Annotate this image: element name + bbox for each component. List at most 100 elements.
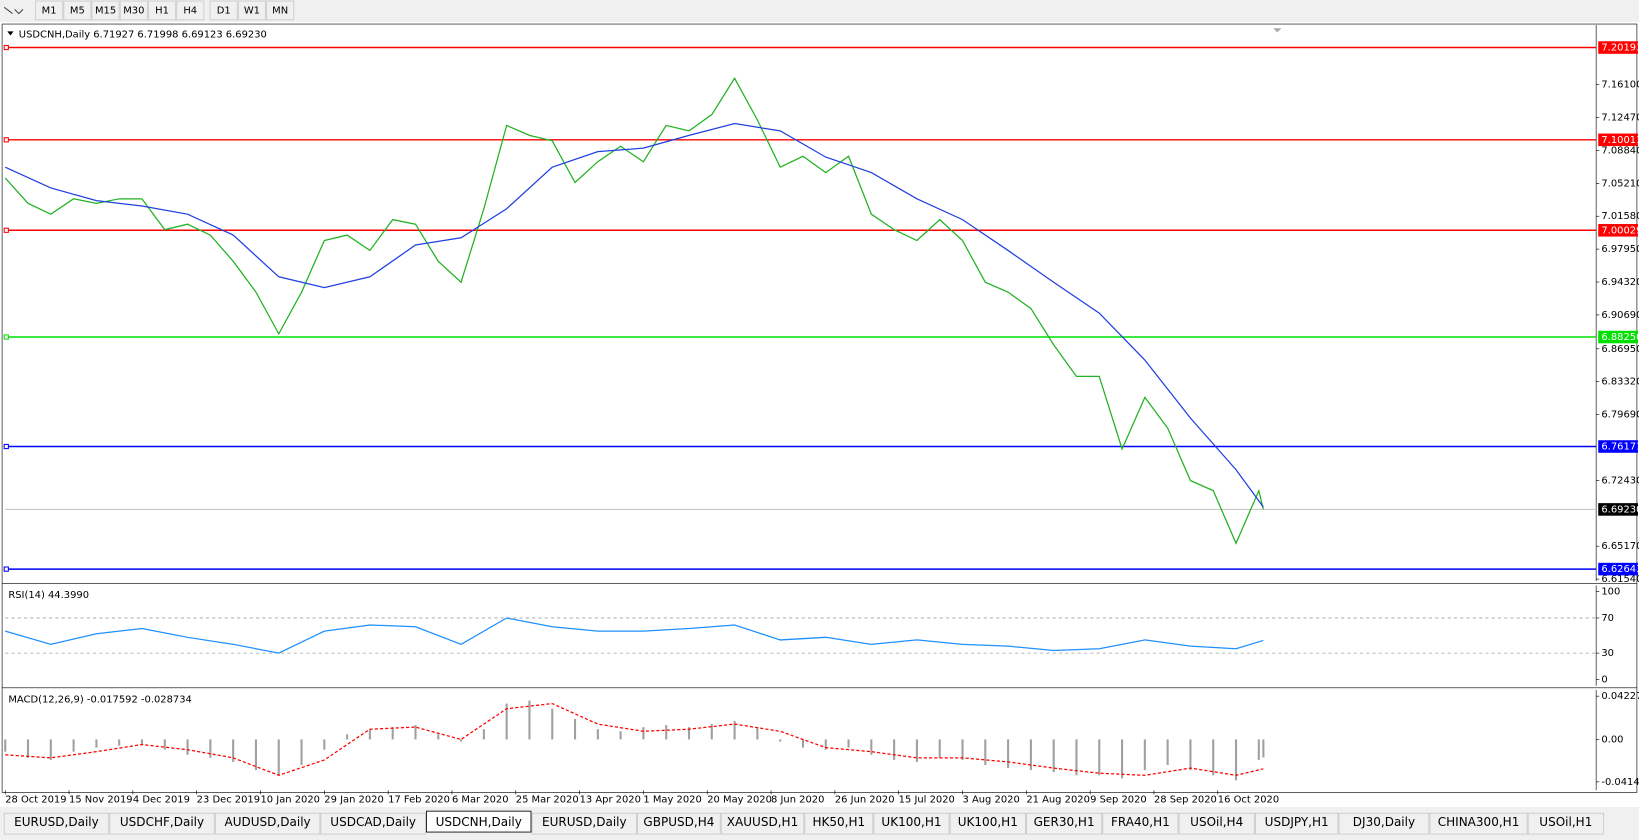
tab[interactable]: [949, 812, 1026, 835]
x-tick-label: 28 Sep 2020: [1154, 795, 1217, 806]
tab[interactable]: [804, 812, 874, 835]
x-tick-label: 15 Nov 2019: [69, 795, 133, 806]
level-price-box: [1598, 562, 1638, 576]
x-tick-label: 4 Dec 2019: [133, 795, 190, 806]
macd-bar: [961, 739, 964, 760]
level-price-box: [1598, 41, 1638, 54]
y-tick-label: 100: [1601, 587, 1620, 598]
tab-label[interactable]: EURUSD,Daily: [542, 815, 627, 829]
tab-label[interactable]: XAUUSD,H1: [727, 815, 798, 829]
timeframe-button[interactable]: [147, 0, 177, 21]
tab-label[interactable]: USDJPY,H1: [1265, 815, 1329, 829]
macd-bar: [505, 703, 508, 740]
y-tick-label: 30: [1601, 648, 1614, 659]
macd-bar: [49, 739, 52, 760]
y-tick-label: 6.79690: [1601, 410, 1639, 421]
tab[interactable]: [109, 812, 215, 835]
macd-bar: [1189, 739, 1192, 771]
tab[interactable]: [1429, 812, 1528, 835]
tab[interactable]: [720, 812, 805, 835]
tab[interactable]: [1254, 812, 1339, 835]
macd-bar: [893, 739, 896, 760]
timeframe-button[interactable]: [35, 0, 64, 21]
y-tick-label: 6.90690: [1601, 310, 1639, 321]
tab-label[interactable]: UK100,H1: [881, 815, 941, 829]
tab-label[interactable]: GBPUSD,H4: [643, 815, 714, 829]
timeframe-button[interactable]: [209, 0, 238, 21]
y-tick-label: 6.61540: [1601, 574, 1639, 585]
y-tick-label: 0.00: [1601, 734, 1623, 745]
macd-bar: [687, 727, 691, 740]
timeframe-button[interactable]: [119, 0, 148, 21]
x-tick-label: 16 Oct 2020: [1218, 795, 1279, 806]
tab[interactable]: [320, 812, 426, 835]
timeframe-label[interactable]: H4: [183, 5, 197, 16]
price-line: [4, 77, 1264, 545]
timeframe-label[interactable]: M1: [42, 5, 57, 16]
macd-bar: [300, 739, 303, 766]
macd-bar: [847, 739, 850, 748]
timeframe-label[interactable]: H1: [155, 5, 169, 16]
tab[interactable]: [1102, 812, 1179, 835]
tab[interactable]: [637, 812, 721, 835]
tab[interactable]: [1178, 812, 1255, 835]
timeframe-label[interactable]: MN: [272, 5, 288, 16]
tab[interactable]: [1026, 812, 1103, 835]
timeframe-button[interactable]: [237, 0, 267, 21]
macd-bar: [437, 734, 440, 740]
panel-header: MACD(12,26,9) -0.017592 -0.028734: [8, 694, 192, 705]
level-price-label: 7.00029: [1601, 225, 1639, 236]
x-tick-label: 28 Oct 2019: [5, 795, 66, 806]
tab[interactable]: [531, 812, 637, 835]
tab[interactable]: [3, 812, 110, 835]
macd-bar: [26, 739, 30, 758]
tab[interactable]: [214, 812, 321, 835]
tab[interactable]: [873, 812, 950, 835]
level-handle: [3, 334, 9, 340]
tab-label[interactable]: HK50,H1: [812, 815, 865, 829]
tab-label[interactable]: USDCHF,Daily: [120, 815, 204, 829]
macd-bar: [756, 727, 759, 740]
macd-bar: [95, 739, 98, 748]
macd-bar: [1075, 739, 1078, 776]
active-tab[interactable]: [426, 810, 532, 833]
level-price-box: [1598, 330, 1638, 344]
x-tick-label: 20 May 2020: [707, 795, 772, 806]
macd-bar: [368, 729, 371, 740]
toolbar-icon: [3, 6, 24, 15]
timeframe-button[interactable]: [63, 0, 92, 21]
x-tick-label: 23 Dec 2019: [197, 795, 260, 806]
tab-label[interactable]: CHINA300,H1: [1438, 815, 1520, 829]
timeframe-label[interactable]: M30: [123, 5, 144, 16]
tab-label[interactable]: EURUSD,Daily: [14, 815, 99, 829]
tab-label[interactable]: FRA40,H1: [1111, 815, 1170, 829]
tab-label[interactable]: USDCAD,Daily: [330, 815, 416, 829]
tab-label[interactable]: USOil,H4: [1190, 815, 1243, 829]
timeframe-button[interactable]: [176, 0, 205, 21]
timeframe-label[interactable]: D1: [217, 5, 231, 16]
x-tick-label: 9 Sep 2020: [1090, 795, 1147, 806]
timeframe-label[interactable]: M15: [95, 5, 116, 16]
macd-bar: [642, 727, 645, 740]
tab-label[interactable]: USOil,H1: [1539, 815, 1592, 829]
macd-bar: [801, 739, 805, 748]
macd-bar: [573, 718, 577, 740]
tab-label[interactable]: AUDUSD,Daily: [225, 815, 311, 829]
timeframe-label[interactable]: M5: [70, 5, 85, 16]
macd-bar: [870, 739, 873, 755]
timeframe-button[interactable]: [266, 0, 295, 21]
y-tick-label: 7.01580: [1601, 211, 1639, 222]
macd-bar: [984, 739, 987, 766]
tab-label[interactable]: UK100,H1: [958, 815, 1018, 829]
macd-bar: [528, 700, 531, 740]
timeframe-label[interactable]: W1: [244, 5, 260, 16]
tab[interactable]: [1527, 812, 1604, 835]
x-tick-label: 10 Jan 2020: [261, 795, 320, 806]
tab-label[interactable]: USDCNH,Daily: [436, 815, 522, 829]
tab-label[interactable]: DJ30,Daily: [1353, 815, 1415, 829]
tab[interactable]: [1338, 812, 1430, 835]
signal-line: [5, 702, 1264, 776]
tab-label[interactable]: GER30,H1: [1034, 815, 1095, 829]
timeframe-button[interactable]: [91, 0, 120, 21]
